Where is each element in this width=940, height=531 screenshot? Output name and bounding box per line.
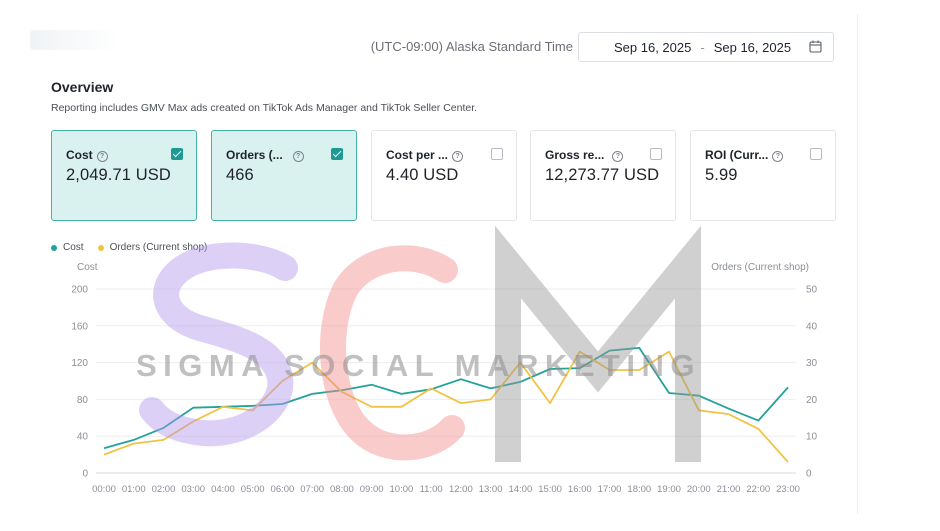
legend-dot-orders bbox=[97, 244, 104, 251]
left-tick-label: 120 bbox=[71, 358, 88, 369]
x-tick-label: 10:00 bbox=[390, 484, 414, 495]
metric-label: Gross re... bbox=[545, 148, 605, 162]
metric-card-gross-revenue[interactable]: Gross re...? 12,273.77 USD bbox=[530, 130, 676, 221]
metric-value: 2,049.71 USD bbox=[66, 166, 171, 184]
x-tick-label: 09:00 bbox=[360, 484, 384, 495]
help-icon[interactable]: ? bbox=[772, 151, 784, 162]
metric-checkbox[interactable] bbox=[650, 148, 662, 160]
right-tick-label: 40 bbox=[806, 321, 818, 332]
chart-legend: Cost Orders (Current shop) bbox=[51, 242, 207, 253]
right-axis-title: Orders (Current shop) bbox=[711, 262, 809, 273]
help-icon[interactable]: ? bbox=[452, 151, 464, 162]
legend-item-cost[interactable]: Cost bbox=[51, 242, 84, 253]
metric-card-cost-per-order[interactable]: Cost per ...? 4.40 USD bbox=[371, 130, 517, 221]
x-tick-label: 03:00 bbox=[181, 484, 205, 495]
overview-title: Overview bbox=[51, 79, 114, 95]
panel-divider bbox=[857, 14, 858, 514]
x-tick-label: 06:00 bbox=[271, 484, 295, 495]
x-tick-label: 11:00 bbox=[420, 484, 443, 495]
x-tick-label: 05:00 bbox=[241, 484, 265, 495]
help-icon[interactable]: ? bbox=[96, 151, 108, 162]
x-tick-label: 07:00 bbox=[300, 484, 324, 495]
legend-label: Orders (Current shop) bbox=[109, 242, 208, 253]
x-tick-label: 14:00 bbox=[508, 484, 532, 495]
metric-label: Cost bbox=[66, 148, 93, 162]
x-tick-label: 20:00 bbox=[687, 484, 711, 495]
x-tick-label: 23:00 bbox=[776, 484, 800, 495]
x-tick-label: 04:00 bbox=[211, 484, 235, 495]
legend-item-orders[interactable]: Orders (Current shop) bbox=[97, 242, 208, 253]
x-tick-label: 02:00 bbox=[152, 484, 176, 495]
x-tick-label: 18:00 bbox=[627, 484, 651, 495]
right-tick-label: 0 bbox=[806, 469, 812, 480]
metric-card-roi[interactable]: ROI (Curr...? 5.99 bbox=[690, 130, 836, 221]
right-tick-label: 10 bbox=[806, 432, 818, 443]
x-tick-label: 08:00 bbox=[330, 484, 354, 495]
metric-label: ROI (Curr... bbox=[705, 148, 769, 162]
metric-checkbox[interactable] bbox=[171, 148, 183, 160]
x-tick-label: 16:00 bbox=[568, 484, 592, 495]
date-separator: - bbox=[700, 39, 705, 55]
metric-label: Cost per ... bbox=[386, 148, 449, 162]
left-tick-label: 160 bbox=[71, 321, 88, 332]
metric-checkbox[interactable] bbox=[331, 148, 343, 160]
metric-value: 5.99 bbox=[705, 166, 738, 184]
right-tick-label: 50 bbox=[806, 285, 818, 296]
left-tick-label: 200 bbox=[71, 285, 88, 296]
x-tick-label: 19:00 bbox=[657, 484, 681, 495]
help-icon[interactable]: ? bbox=[292, 151, 304, 162]
right-tick-label: 30 bbox=[806, 358, 818, 369]
x-tick-label: 00:00 bbox=[92, 484, 116, 495]
logo-area bbox=[30, 30, 120, 50]
x-tick-label: 01:00 bbox=[122, 484, 146, 495]
series-line-cost bbox=[103, 346, 789, 450]
metric-card-orders[interactable]: Orders (...? 466 bbox=[211, 130, 357, 221]
metric-value: 466 bbox=[226, 166, 254, 184]
metric-value: 12,273.77 USD bbox=[545, 166, 660, 184]
x-tick-label: 17:00 bbox=[598, 484, 622, 495]
x-tick-label: 22:00 bbox=[746, 484, 770, 495]
left-tick-label: 0 bbox=[82, 469, 88, 480]
date-end: Sep 16, 2025 bbox=[713, 39, 792, 55]
metric-checkbox[interactable] bbox=[810, 148, 822, 160]
metric-value: 4.40 USD bbox=[386, 166, 459, 184]
x-tick-label: 15:00 bbox=[538, 484, 562, 495]
legend-dot-cost bbox=[51, 244, 57, 251]
metric-card-cost[interactable]: Cost? 2,049.71 USD bbox=[51, 130, 197, 221]
calendar-icon bbox=[809, 40, 822, 53]
right-tick-label: 20 bbox=[806, 395, 818, 406]
left-tick-label: 80 bbox=[77, 395, 89, 406]
timezone-label: (UTC-09:00) Alaska Standard Time bbox=[370, 39, 573, 54]
left-tick-label: 40 bbox=[77, 432, 89, 443]
x-tick-label: 13:00 bbox=[479, 484, 503, 495]
x-tick-label: 12:00 bbox=[449, 484, 473, 495]
x-tick-label: 21:00 bbox=[717, 484, 741, 495]
legend-label: Cost bbox=[63, 242, 84, 253]
date-start: Sep 16, 2025 bbox=[614, 39, 692, 55]
overview-subtitle: Reporting includes GMV Max ads created o… bbox=[51, 102, 478, 114]
date-range-picker[interactable]: Sep 16, 2025 - Sep 16, 2025 bbox=[578, 32, 834, 62]
metric-label: Orders (... bbox=[226, 148, 283, 162]
metric-checkbox[interactable] bbox=[491, 148, 503, 160]
left-axis-title: Cost bbox=[77, 262, 98, 273]
help-icon[interactable]: ? bbox=[612, 151, 624, 162]
series-line-orders bbox=[103, 350, 789, 463]
